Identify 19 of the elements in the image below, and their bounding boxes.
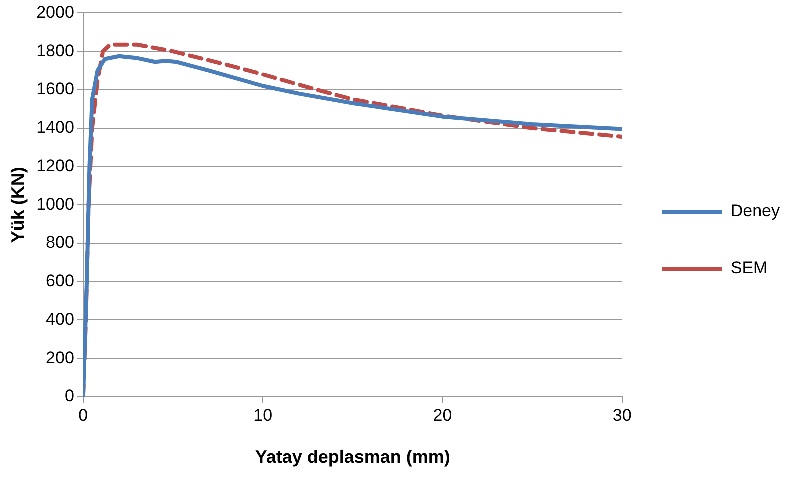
x-tick-label: 30 [612, 406, 632, 425]
y-axis-title: Yük (KN) [8, 167, 28, 244]
y-tick-label: 2000 [36, 2, 74, 22]
legend-label: Deney [730, 202, 780, 221]
x-tick-label: 20 [433, 406, 452, 425]
x-tick-label: 10 [254, 406, 273, 425]
y-tick-label: 600 [46, 272, 74, 291]
legend-label: SEM [730, 258, 768, 278]
x-tick-label: 0 [78, 406, 88, 425]
y-tick-label: 1000 [36, 194, 74, 214]
y-tick-label: 1200 [36, 156, 74, 176]
y-tick-label: 1400 [36, 118, 74, 138]
y-tick-label: 800 [46, 233, 74, 252]
y-tick-label: 0 [64, 386, 74, 406]
y-tick-label: 400 [46, 310, 74, 329]
x-axis-title: Yatay deplasman (mm) [255, 447, 450, 468]
y-tick-label: 200 [46, 348, 74, 368]
y-tick-label: 1600 [36, 80, 74, 99]
y-tick-label: 1800 [36, 41, 74, 60]
